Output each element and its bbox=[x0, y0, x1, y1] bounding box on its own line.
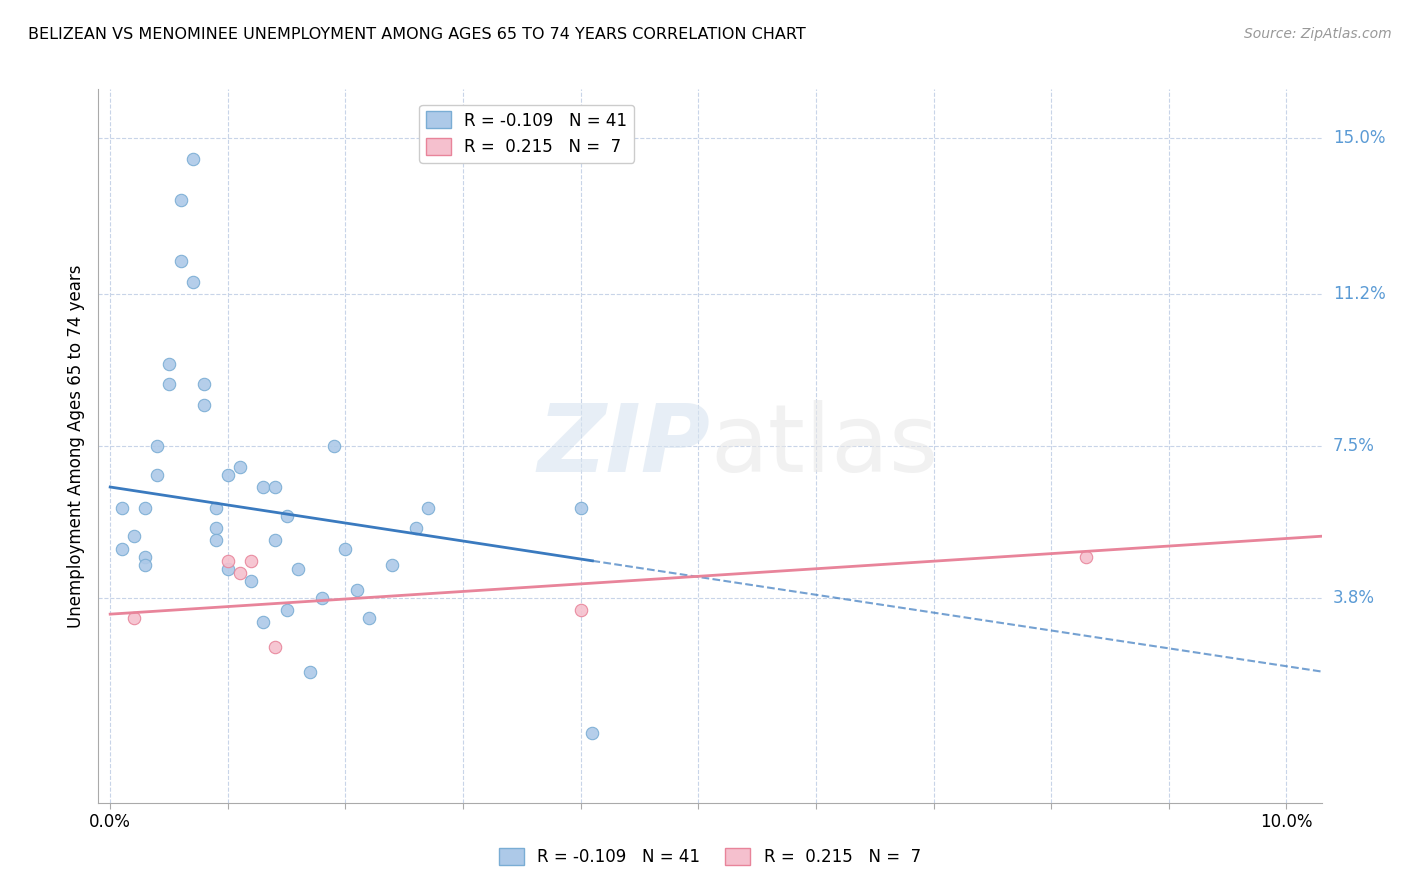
Text: atlas: atlas bbox=[710, 400, 938, 492]
Point bbox=[276, 508, 298, 523]
Point bbox=[322, 439, 344, 453]
Point bbox=[228, 566, 250, 581]
Point bbox=[569, 603, 592, 617]
Point bbox=[311, 591, 333, 605]
Point bbox=[357, 611, 380, 625]
Point bbox=[146, 439, 169, 453]
Point bbox=[170, 193, 193, 207]
Text: 3.8%: 3.8% bbox=[1333, 589, 1375, 607]
Point bbox=[111, 541, 134, 556]
Point bbox=[252, 615, 274, 630]
Text: Source: ZipAtlas.com: Source: ZipAtlas.com bbox=[1244, 27, 1392, 41]
Text: BELIZEAN VS MENOMINEE UNEMPLOYMENT AMONG AGES 65 TO 74 YEARS CORRELATION CHART: BELIZEAN VS MENOMINEE UNEMPLOYMENT AMONG… bbox=[28, 27, 806, 42]
Point bbox=[263, 640, 285, 654]
Point bbox=[287, 562, 309, 576]
Point bbox=[1076, 549, 1098, 564]
Point bbox=[217, 562, 239, 576]
Point bbox=[146, 467, 169, 482]
Point bbox=[263, 533, 285, 548]
Point bbox=[228, 459, 250, 474]
Point bbox=[335, 541, 357, 556]
Point bbox=[134, 549, 156, 564]
Point bbox=[193, 377, 215, 392]
Point bbox=[205, 521, 228, 535]
Point bbox=[193, 398, 215, 412]
Point bbox=[157, 377, 180, 392]
Text: 15.0%: 15.0% bbox=[1333, 129, 1385, 147]
Point bbox=[416, 500, 439, 515]
Point bbox=[122, 611, 145, 625]
Y-axis label: Unemployment Among Ages 65 to 74 years: Unemployment Among Ages 65 to 74 years bbox=[66, 264, 84, 628]
Text: ZIP: ZIP bbox=[537, 400, 710, 492]
Point bbox=[134, 500, 156, 515]
Point bbox=[381, 558, 404, 572]
Legend: R = -0.109   N = 41, R =  0.215   N =  7: R = -0.109 N = 41, R = 0.215 N = 7 bbox=[419, 104, 634, 162]
Point bbox=[240, 574, 263, 589]
Point bbox=[217, 467, 239, 482]
Point bbox=[122, 529, 145, 543]
Point bbox=[581, 726, 603, 740]
Point bbox=[252, 480, 274, 494]
Point bbox=[157, 357, 180, 371]
Point bbox=[170, 254, 193, 268]
Point bbox=[276, 603, 298, 617]
Point bbox=[205, 533, 228, 548]
Point bbox=[240, 554, 263, 568]
Point bbox=[111, 500, 134, 515]
Text: 11.2%: 11.2% bbox=[1333, 285, 1385, 303]
Point bbox=[181, 275, 204, 289]
Point bbox=[217, 554, 239, 568]
Point bbox=[569, 500, 592, 515]
Point bbox=[181, 152, 204, 166]
Text: 7.5%: 7.5% bbox=[1333, 437, 1375, 455]
Point bbox=[346, 582, 368, 597]
Point bbox=[205, 500, 228, 515]
Point bbox=[263, 480, 285, 494]
Point bbox=[134, 558, 156, 572]
Point bbox=[405, 521, 427, 535]
Point bbox=[299, 665, 322, 679]
